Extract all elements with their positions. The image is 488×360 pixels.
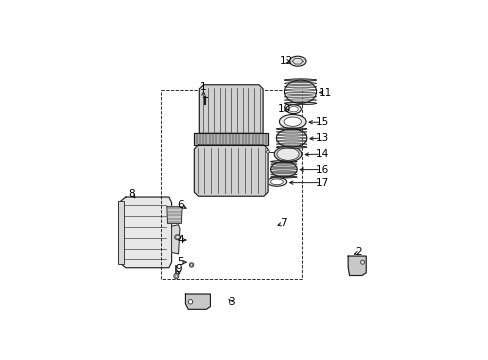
Ellipse shape <box>284 102 316 104</box>
Text: 12: 12 <box>280 56 293 66</box>
Text: 15: 15 <box>315 117 328 127</box>
Ellipse shape <box>276 137 306 139</box>
Ellipse shape <box>266 150 269 153</box>
Ellipse shape <box>174 235 181 240</box>
Polygon shape <box>194 145 267 196</box>
Ellipse shape <box>276 148 299 160</box>
Ellipse shape <box>284 117 301 126</box>
Polygon shape <box>199 85 263 133</box>
Text: 8: 8 <box>128 189 135 199</box>
Ellipse shape <box>276 146 306 148</box>
Text: 3: 3 <box>227 297 234 307</box>
Ellipse shape <box>284 89 316 91</box>
Ellipse shape <box>288 107 298 112</box>
Text: 2: 2 <box>355 247 361 257</box>
Polygon shape <box>347 256 366 275</box>
Ellipse shape <box>175 236 179 239</box>
Polygon shape <box>194 133 267 145</box>
Polygon shape <box>166 207 182 223</box>
Text: 9: 9 <box>175 264 182 274</box>
Ellipse shape <box>267 177 286 186</box>
Ellipse shape <box>270 179 283 185</box>
Ellipse shape <box>190 264 192 266</box>
Ellipse shape <box>360 260 364 264</box>
Text: 5: 5 <box>177 257 183 267</box>
Bar <box>160 90 301 279</box>
Ellipse shape <box>276 128 306 130</box>
Text: 17: 17 <box>315 177 328 188</box>
Ellipse shape <box>289 56 305 66</box>
Ellipse shape <box>270 171 297 173</box>
Ellipse shape <box>173 273 179 279</box>
Ellipse shape <box>284 92 316 94</box>
Text: 11: 11 <box>318 87 331 98</box>
Ellipse shape <box>270 166 297 168</box>
Ellipse shape <box>285 105 301 114</box>
Ellipse shape <box>270 168 297 170</box>
Ellipse shape <box>189 263 193 267</box>
Text: 1: 1 <box>200 82 206 92</box>
Polygon shape <box>171 225 180 254</box>
Ellipse shape <box>284 82 316 85</box>
Ellipse shape <box>284 86 316 88</box>
Ellipse shape <box>279 114 305 129</box>
Polygon shape <box>119 197 171 268</box>
Text: 7: 7 <box>280 219 286 228</box>
Ellipse shape <box>270 174 297 175</box>
Ellipse shape <box>276 131 306 133</box>
Ellipse shape <box>284 79 316 81</box>
Ellipse shape <box>270 161 297 162</box>
Text: 13: 13 <box>315 133 328 143</box>
Ellipse shape <box>284 95 316 98</box>
Ellipse shape <box>270 163 297 165</box>
Text: 4: 4 <box>177 235 183 245</box>
Ellipse shape <box>270 176 297 178</box>
Ellipse shape <box>274 146 301 162</box>
Text: 14: 14 <box>315 149 328 159</box>
Text: 6: 6 <box>177 201 183 210</box>
Ellipse shape <box>284 99 316 101</box>
Text: 16: 16 <box>315 165 328 175</box>
Ellipse shape <box>276 143 306 145</box>
Ellipse shape <box>276 140 306 142</box>
Bar <box>117 201 124 264</box>
Text: 10: 10 <box>277 104 290 114</box>
Ellipse shape <box>276 134 306 136</box>
Polygon shape <box>185 294 210 309</box>
Ellipse shape <box>188 300 192 304</box>
